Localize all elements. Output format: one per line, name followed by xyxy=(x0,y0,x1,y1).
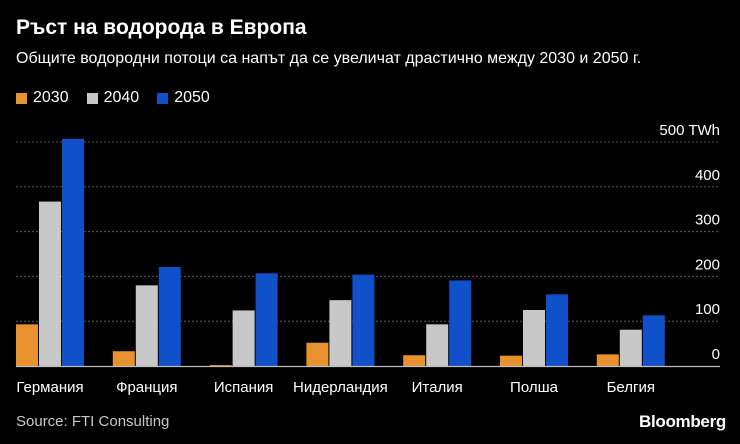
bar-2050 xyxy=(352,274,375,366)
bar-2050 xyxy=(546,294,568,366)
y-tick-label: 500 TWh xyxy=(659,122,720,139)
bar-2030 xyxy=(596,354,619,366)
bar-2050 xyxy=(158,266,181,366)
bloomberg-logo: Bloomberg xyxy=(638,412,726,431)
chart-subtitle: Общите водородни потоци са напът да се у… xyxy=(16,50,642,67)
bar-2040 xyxy=(135,285,158,366)
legend-item-2040: 2040 xyxy=(86,89,140,107)
x-tick-label: Франция xyxy=(116,379,177,396)
legend-label-2030: 2030 xyxy=(33,89,69,106)
chart-title: Ръст на водорода в Европа xyxy=(16,16,307,39)
bar-2050 xyxy=(255,273,278,366)
y-tick-label: 200 xyxy=(695,256,720,273)
bar-2040 xyxy=(426,324,449,366)
legend-swatch-2040 xyxy=(86,92,98,104)
bar-2040 xyxy=(232,310,255,366)
legend-label-2050: 2050 xyxy=(174,89,210,106)
x-tick-label: Италия xyxy=(412,379,463,396)
bar-2030 xyxy=(403,355,426,366)
bar-2040 xyxy=(39,201,61,366)
bar-2040 xyxy=(523,310,545,366)
legend-item-2050: 2050 xyxy=(157,89,210,107)
bar-2030 xyxy=(500,355,522,366)
bar-2040 xyxy=(619,329,642,366)
y-tick-label: 0 xyxy=(712,346,720,363)
y-tick-label: 400 xyxy=(695,167,720,184)
legend-item-2030: 2030 xyxy=(16,89,69,107)
bar-2050 xyxy=(449,280,472,366)
bar-2050 xyxy=(62,138,84,366)
source-note: Source: FTI Consulting xyxy=(16,413,170,430)
y-tick-label: 300 xyxy=(695,212,720,229)
x-tick-label: Нидерландия xyxy=(293,379,388,396)
legend-label-2040: 2040 xyxy=(103,89,140,106)
bar-2050 xyxy=(642,315,665,366)
chart-legend: 2030 2040 2050 xyxy=(16,89,228,107)
legend-swatch-2050 xyxy=(157,92,169,104)
bar-2040 xyxy=(329,300,352,366)
x-tick-label: Белгия xyxy=(607,379,655,396)
bar-2030 xyxy=(112,351,135,366)
x-tick-label: Испания xyxy=(214,379,274,396)
bar-2030 xyxy=(306,342,329,366)
bar-2030 xyxy=(16,324,38,366)
y-tick-label: 100 xyxy=(695,301,720,318)
x-tick-label: Германия xyxy=(16,379,83,396)
x-tick-label: Полша xyxy=(510,379,559,396)
bar-2030 xyxy=(209,365,232,366)
legend-swatch-2030 xyxy=(16,92,27,104)
